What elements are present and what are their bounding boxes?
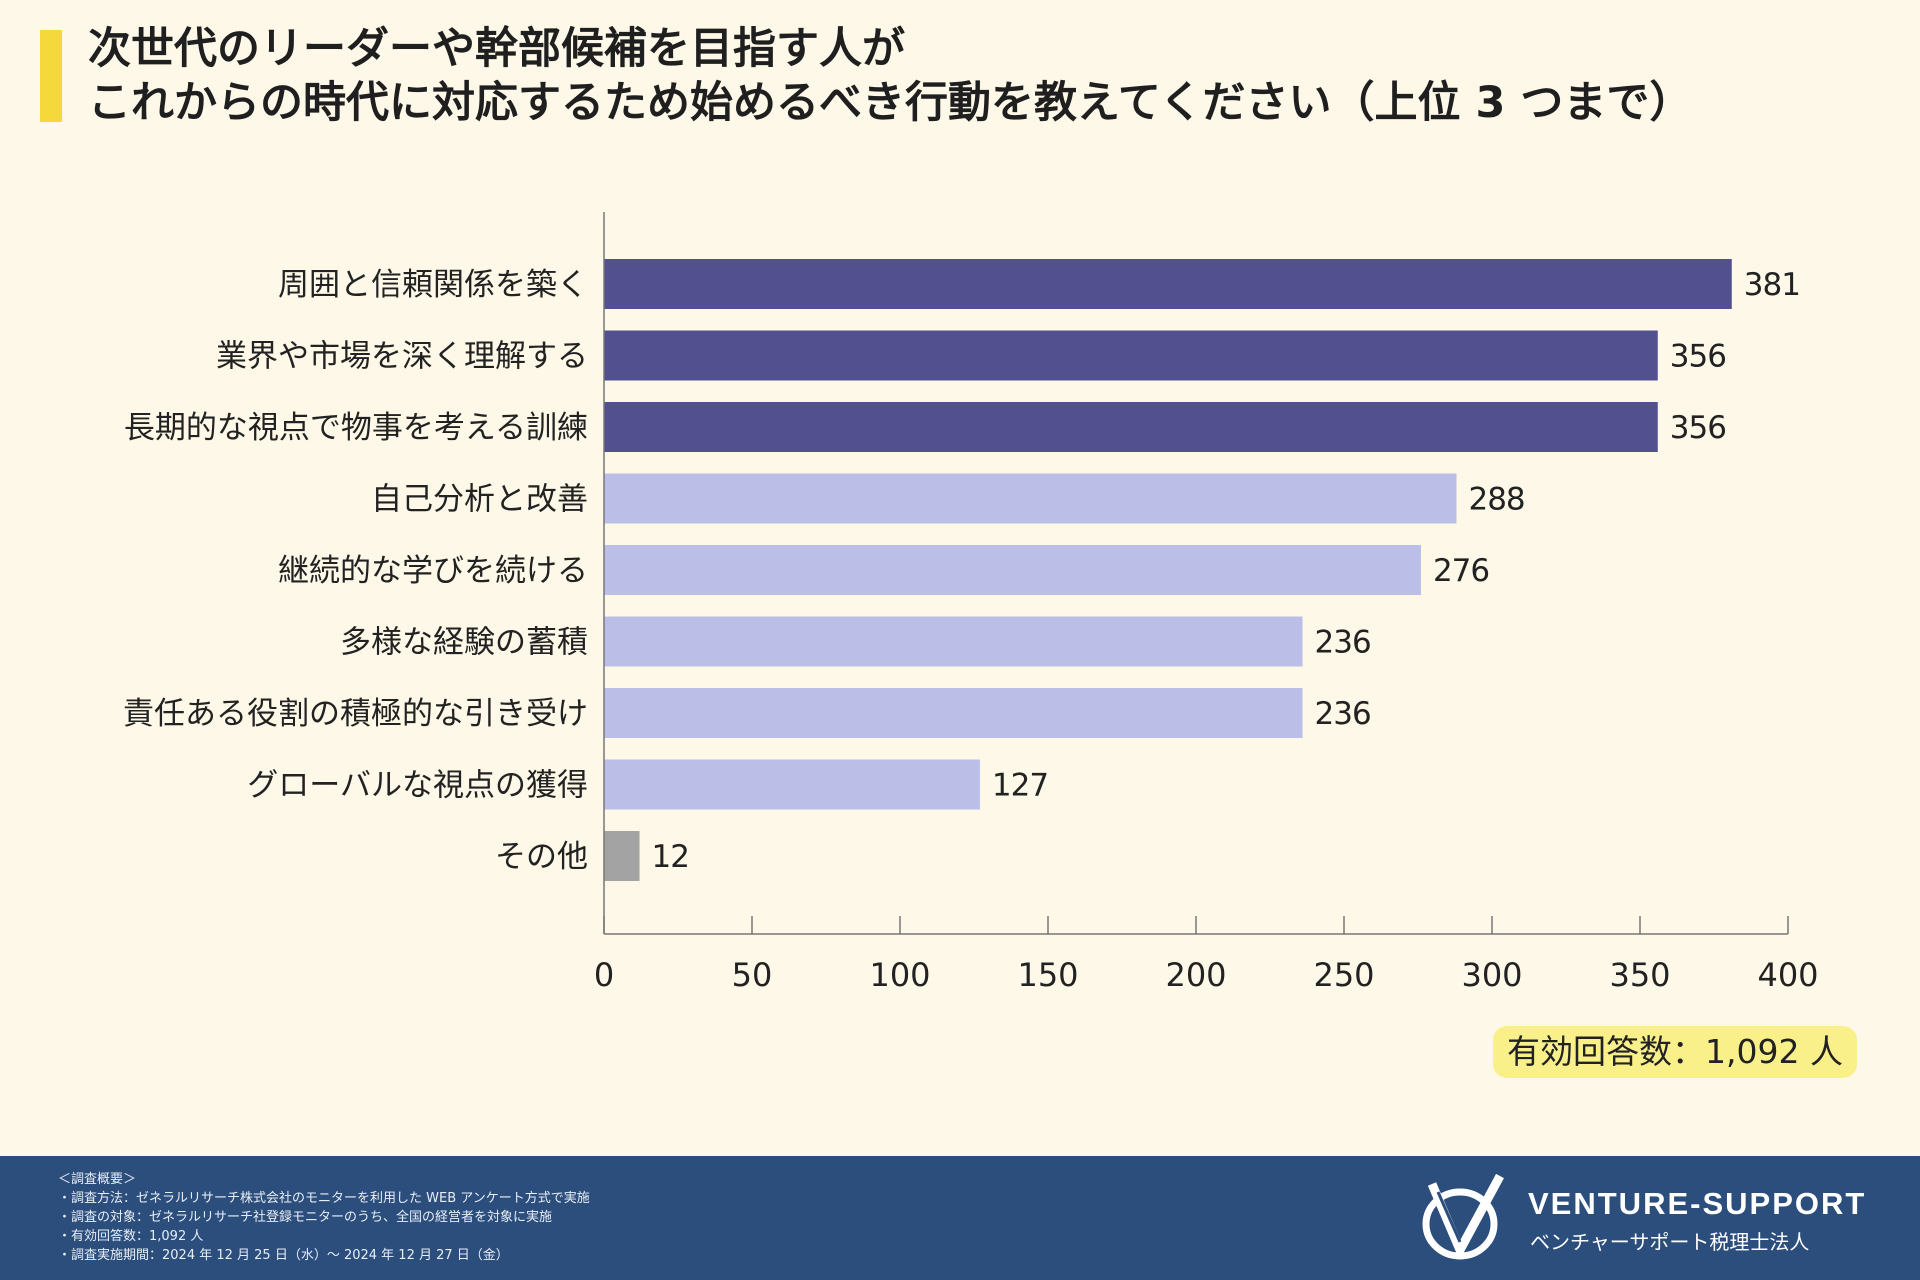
survey-note: ・有効回答数：1,092 人: [58, 1229, 204, 1244]
survey-note: ・調査の対象：ゼネラルリサーチ社登録モニターのうち、全国の経営者を対象に実施: [58, 1210, 553, 1225]
bar: [604, 259, 1732, 309]
bar: [604, 473, 1457, 524]
category-labels: 周囲と信頼関係を築く業界や市場を深く理解する長期的な視点で物事を考える訓練自己分…: [123, 267, 588, 875]
survey-note: ＜調査概要＞: [58, 1172, 137, 1187]
category-label: 周囲と信頼関係を築く: [278, 267, 588, 303]
bar: [604, 616, 1303, 667]
value-label: 236: [1315, 625, 1371, 661]
x-tick-label: 200: [1165, 956, 1226, 994]
x-tick-label: 50: [732, 956, 773, 994]
title-accent-bar: [40, 30, 62, 122]
title-line-2: これからの時代に対応するため始めるべき行動を教えてください（上位 3 つまで）: [88, 78, 1693, 128]
footer: ＜調査概要＞ ・調査方法：ゼネラルリサーチ株式会社のモニターを利用した WEB …: [0, 1156, 1920, 1280]
value-label: 381: [1744, 267, 1800, 303]
value-label: 236: [1315, 696, 1371, 732]
bar: [604, 831, 640, 881]
category-label: 自己分析と改善: [371, 482, 588, 518]
survey-note: ・調査実施期間：2024 年 12 月 25 日（水）～ 2024 年 12 月…: [58, 1248, 509, 1263]
survey-note: ・調査方法：ゼネラルリサーチ株式会社のモニターを利用した WEB アンケート方式…: [58, 1191, 590, 1206]
survey-notes: ＜調査概要＞ ・調査方法：ゼネラルリサーチ株式会社のモニターを利用した WEB …: [58, 1170, 590, 1265]
bar: [604, 688, 1303, 738]
x-tick-label: 250: [1313, 956, 1374, 994]
x-tick-label: 100: [869, 956, 930, 994]
x-tick-label: 300: [1461, 956, 1522, 994]
category-label: グローバルな視点の獲得: [247, 768, 588, 804]
bars-group: [604, 259, 1732, 881]
title-line-1: 次世代のリーダーや幹部候補を目指す人が: [88, 24, 905, 74]
category-label: 継続的な学びを続ける: [278, 553, 588, 589]
company-logo-name: VENTURE-SUPPORT: [1528, 1186, 1867, 1221]
x-tick-label: 150: [1017, 956, 1078, 994]
bar: [604, 545, 1421, 595]
venture-support-logo-icon: [1422, 1173, 1504, 1260]
x-tick-label: 350: [1609, 956, 1670, 994]
category-label: その他: [495, 839, 588, 875]
category-label: 責任ある役割の積極的な引き受け: [123, 696, 588, 732]
bar: [604, 330, 1658, 381]
value-label: 127: [992, 768, 1048, 804]
value-label: 356: [1670, 339, 1726, 375]
bar: [604, 759, 980, 810]
x-tick-label: 400: [1757, 956, 1818, 994]
value-label: 12: [652, 839, 689, 875]
chart-title: 次世代のリーダーや幹部候補を目指す人が これからの時代に対応するため始めるべき行…: [88, 22, 1888, 130]
category-label: 長期的な視点で物事を考える訓練: [124, 410, 588, 446]
value-label: 276: [1433, 553, 1489, 589]
x-tick-label: 0: [594, 956, 614, 994]
company-logo-subtitle: ベンチャーサポート税理士法人: [1530, 1230, 1810, 1254]
bar: [604, 402, 1658, 452]
bar-chart: 周囲と信頼関係を築く業界や市場を深く理解する長期的な視点で物事を考える訓練自己分…: [123, 212, 1819, 994]
category-label: 多様な経験の蓄積: [340, 625, 588, 661]
value-labels: 381 356 356 288 276 236 236 127 12: [652, 267, 1801, 875]
respondents-badge: 有効回答数：1,092 人: [1493, 1026, 1857, 1078]
value-label: 356: [1670, 410, 1726, 446]
axes-group: 0 50 100 150 200 250 300 350 400: [594, 212, 1819, 994]
category-label: 業界や市場を深く理解する: [216, 339, 588, 375]
value-label: 288: [1468, 482, 1524, 518]
